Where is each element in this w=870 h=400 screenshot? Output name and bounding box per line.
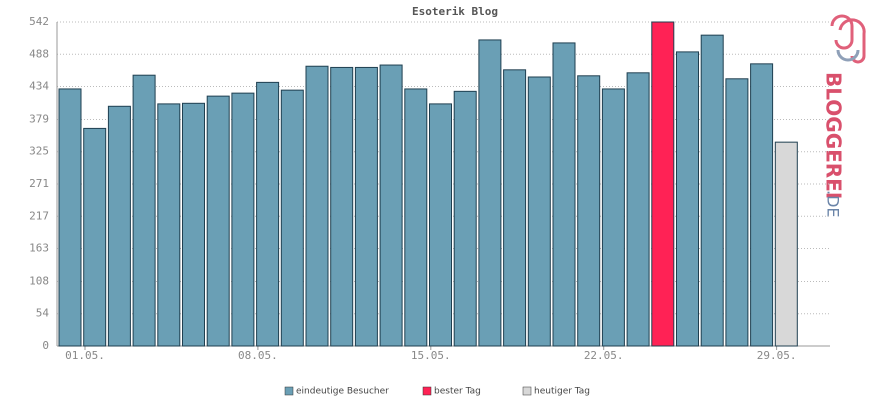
- bar: [453, 90, 477, 347]
- bar: [676, 51, 699, 347]
- y-tick-label: 54: [36, 307, 50, 320]
- y-tick-label: 325: [29, 145, 49, 158]
- y-tick-label: 217: [29, 209, 49, 222]
- bar: [429, 103, 452, 347]
- bar: [132, 74, 156, 347]
- bar: [725, 78, 749, 347]
- legend-swatch: [422, 386, 432, 396]
- bar: [280, 89, 304, 347]
- chart-title: Esoterik Blog: [412, 5, 498, 18]
- bar: [404, 88, 428, 347]
- legend-label: bester Tag: [434, 387, 481, 397]
- bar: [58, 88, 82, 347]
- bar: [478, 39, 502, 347]
- x-tick-label: 22.05.: [584, 349, 624, 362]
- bar: [354, 66, 378, 347]
- y-tick-label: 434: [29, 80, 49, 93]
- bar: [774, 141, 798, 347]
- bar: [182, 102, 205, 347]
- logo-icon: [836, 49, 860, 62]
- bar: [626, 72, 650, 347]
- bar: [700, 34, 724, 347]
- bar: [527, 76, 551, 347]
- y-tick-label: 271: [29, 177, 49, 190]
- x-tick-label: 01.05.: [65, 349, 105, 362]
- bar: [83, 127, 107, 347]
- bar: [651, 21, 675, 347]
- logo-icon: [830, 14, 866, 64]
- legend-label: heutiger Tag: [534, 387, 590, 397]
- bar: [107, 105, 131, 347]
- bar: [503, 69, 527, 347]
- legend-label: eindeutige Besucher: [296, 387, 389, 397]
- bar: [157, 103, 181, 347]
- y-tick-label: 542: [29, 15, 49, 28]
- y-tick-label: 0: [42, 339, 49, 352]
- bar: [305, 65, 329, 347]
- y-tick-label: 488: [29, 47, 49, 60]
- bar: [206, 95, 230, 347]
- bar: [577, 75, 601, 347]
- x-tick-label: 29.05.: [757, 349, 797, 362]
- logo-text: BLOGGEREI: [822, 72, 846, 199]
- bar: [552, 42, 576, 347]
- x-tick-label: 08.05.: [238, 349, 278, 362]
- bar: [750, 63, 774, 347]
- bar: [379, 64, 403, 347]
- x-tick-label: 15.05.: [411, 349, 451, 362]
- bar: [330, 66, 354, 347]
- logo-text: .DE: [824, 190, 843, 218]
- bar: [601, 88, 625, 347]
- y-tick-label: 163: [29, 242, 49, 255]
- y-tick-label: 379: [29, 112, 49, 125]
- y-tick-label: 108: [29, 274, 49, 287]
- bar: [256, 81, 280, 347]
- legend-swatch: [522, 386, 532, 396]
- legend: eindeutige Besucher bester Tag heutiger Ta…: [284, 386, 590, 397]
- legend-swatch: [284, 386, 294, 396]
- bar: [231, 92, 255, 347]
- logo: BLOGGEREI .DE: [822, 14, 866, 218]
